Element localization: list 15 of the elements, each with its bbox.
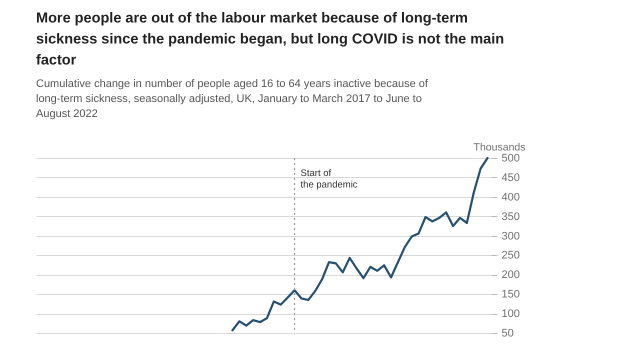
y-tick-label: 450 — [502, 172, 520, 184]
line-series — [231, 156, 489, 332]
y-tick-label: 300 — [502, 230, 520, 242]
y-tick-label: 50 — [502, 328, 514, 340]
chart-subtitle: Cumulative change in number of people aged 16 to 64 years inactive because of long-term sickness, seasonally adjusted, UK, January to March 2017 to June to August 2022 — [36, 78, 429, 120]
y-tick-label: 400 — [502, 191, 520, 204]
y-tick-label: 250 — [502, 250, 520, 262]
y-axis-title: Thousands — [474, 142, 526, 154]
y-tick-label: 100 — [502, 308, 520, 320]
y-tick-label: 500 — [502, 152, 520, 164]
chart-title: More people are out of the labour market because of long-term sickness since the pandemic began, but long COVID is not the main factor — [36, 10, 504, 68]
annotation: Start of the pandemic — [300, 168, 358, 190]
y-tick-label: 350 — [502, 210, 520, 223]
y-tick-label: 150 — [502, 288, 520, 301]
y-tick-label: 200 — [502, 269, 520, 282]
